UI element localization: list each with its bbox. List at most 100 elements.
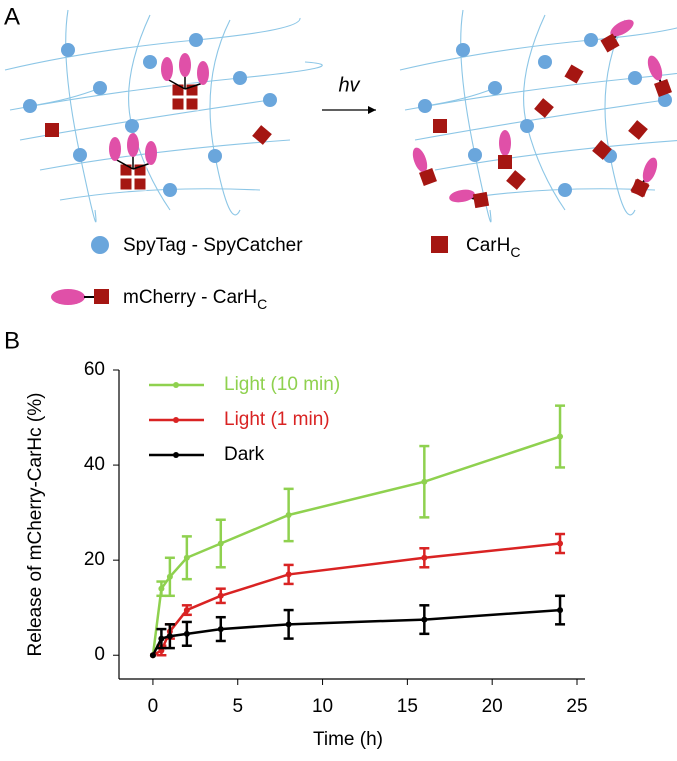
mcherry <box>109 137 121 161</box>
spy-node <box>73 148 87 162</box>
spy-node <box>628 71 642 85</box>
mcherry <box>610 19 634 37</box>
point <box>166 633 173 640</box>
legend-text: SpyTag - SpyCatcher <box>123 235 303 256</box>
legend-label: Light (10 min) <box>224 374 340 395</box>
legend-text: CarHC <box>466 235 520 260</box>
mcherry <box>161 57 173 81</box>
point <box>183 630 190 637</box>
legend-label: Light (1 min) <box>224 409 330 430</box>
spy-node <box>468 148 482 162</box>
network-strand <box>209 19 241 216</box>
point <box>217 540 224 547</box>
network-strand <box>59 188 261 201</box>
legend-marker <box>173 382 179 388</box>
point <box>557 433 564 440</box>
point <box>557 607 564 614</box>
spy-node <box>538 55 552 69</box>
x-tick-label: 0 <box>148 696 159 717</box>
mcherry <box>412 147 428 173</box>
x-tick-label: 10 <box>312 696 333 717</box>
legend-dot <box>91 236 109 254</box>
point <box>217 592 224 599</box>
linker <box>114 158 134 170</box>
legend-sub: C <box>257 296 267 312</box>
network-strand <box>65 9 97 223</box>
point <box>158 585 165 592</box>
point <box>421 478 428 485</box>
carh-square <box>534 98 554 118</box>
y-axis-title: Release of mCherry-CarHc (%) <box>25 393 46 657</box>
carh-square <box>252 125 272 145</box>
legend-main: mCherry - CarH <box>123 287 257 308</box>
spy-node <box>233 71 247 85</box>
linker <box>184 82 204 90</box>
point <box>285 571 292 578</box>
carh-square <box>654 79 672 97</box>
diagram <box>4 9 677 223</box>
carh-square <box>506 170 526 190</box>
x-tick-label: 25 <box>566 696 587 717</box>
point <box>183 554 190 561</box>
spy-node <box>163 183 177 197</box>
carh-square <box>171 97 185 111</box>
legend-marker <box>173 417 179 423</box>
point <box>158 635 165 642</box>
carh-square <box>119 177 133 191</box>
spy-node <box>61 43 75 57</box>
arrow-label: hv <box>338 74 360 96</box>
y-tick-label: 0 <box>94 644 105 665</box>
carh-square <box>600 33 620 53</box>
chart: 0 20 40 60 0 5 10 15 20 25 Time (h) Release of mChe… <box>25 359 588 750</box>
point <box>421 554 428 561</box>
y-tick-label: 20 <box>84 549 105 570</box>
mcherry <box>145 141 157 165</box>
carh-square <box>433 119 447 133</box>
network-strand <box>434 140 677 171</box>
point <box>285 511 292 518</box>
network-strand <box>39 139 291 171</box>
spy-node <box>658 93 672 107</box>
x-tick-label: 20 <box>482 696 503 717</box>
carh-square <box>419 168 437 186</box>
mcherry <box>127 133 139 157</box>
spy-node <box>143 55 157 69</box>
legend-text: mCherry - CarHC <box>123 287 267 312</box>
legend-sub: C <box>510 244 520 260</box>
mcherry <box>449 189 475 203</box>
mcherry <box>499 130 511 156</box>
x-tick-label: 5 <box>232 696 243 717</box>
carh-square <box>631 179 649 197</box>
panel-label: A <box>4 3 20 30</box>
point <box>217 626 224 633</box>
carh-square <box>628 120 648 140</box>
carh-square <box>592 140 612 160</box>
point <box>421 616 428 623</box>
point <box>183 607 190 614</box>
linker <box>166 78 186 90</box>
spy-node <box>23 99 37 113</box>
spy-node <box>125 119 139 133</box>
spy-node <box>93 81 107 95</box>
spy-node <box>520 119 534 133</box>
linker <box>132 162 152 170</box>
network-strand <box>399 27 677 71</box>
point <box>285 621 292 628</box>
spy-node <box>208 149 222 163</box>
carh-square <box>472 191 490 209</box>
y-tick-label: 60 <box>84 359 105 380</box>
carh-square <box>185 97 199 111</box>
mcherry <box>197 61 209 85</box>
network-strand <box>4 17 301 71</box>
spy-node <box>558 183 572 197</box>
legend-square <box>431 236 448 253</box>
carh-square <box>564 64 584 84</box>
x-axis-title: Time (h) <box>313 729 383 750</box>
legend-ellipse <box>51 289 85 305</box>
network-strand <box>414 99 666 141</box>
point <box>557 540 564 547</box>
spy-node <box>488 81 502 95</box>
series-line <box>152 542 561 657</box>
mcherry <box>179 53 191 77</box>
